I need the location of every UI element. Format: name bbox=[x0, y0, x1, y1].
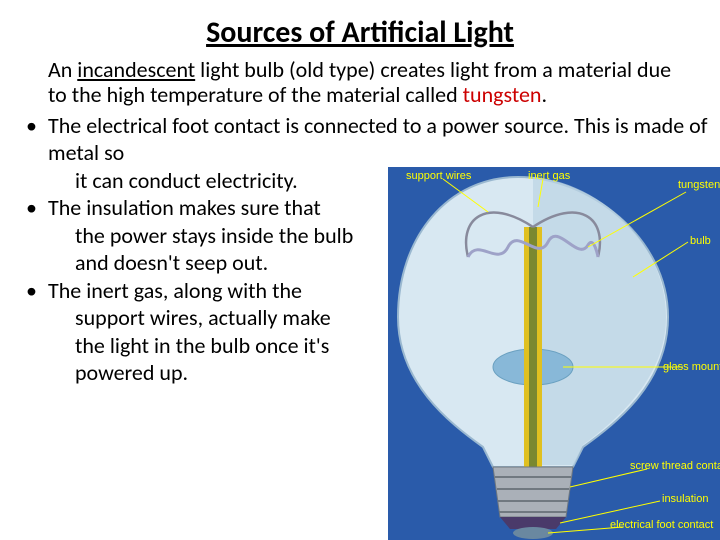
intro-end: . bbox=[542, 81, 548, 108]
screw-base bbox=[493, 467, 573, 517]
label-screw: screw thread conta bbox=[630, 460, 720, 472]
bulb-cutaway bbox=[533, 177, 666, 465]
stem-core bbox=[529, 227, 537, 467]
foot-contact bbox=[513, 527, 553, 539]
label-insulation: insulation bbox=[662, 493, 708, 505]
page-title: Sources of Artificial Light bbox=[0, 0, 720, 57]
intro-underlined: incandescent bbox=[77, 56, 195, 83]
label-foot-contact: electrical foot contact bbox=[610, 519, 713, 531]
label-inert-gas: inert gas bbox=[528, 170, 570, 182]
intro-red-word: tungsten bbox=[463, 81, 542, 108]
bullet-text: The insulation makes sure that bbox=[48, 194, 321, 221]
bulb-diagram: support wires inert gas tungsten filamen… bbox=[388, 167, 720, 540]
bulb-illustration bbox=[388, 167, 720, 540]
bullet-text: The electrical foot contact is connected… bbox=[48, 112, 707, 167]
intro-paragraph: An incandescent light bulb (old type) cr… bbox=[0, 57, 720, 108]
label-bulb: bulb bbox=[690, 235, 711, 247]
label-support-wires: support wires bbox=[406, 170, 471, 182]
label-tungsten: tungsten filament bbox=[678, 179, 720, 191]
bullet-text: The inert gas, along with the bbox=[48, 277, 302, 304]
intro-pre: An bbox=[48, 56, 77, 83]
label-glass-mount: glass mount bbox=[663, 361, 720, 373]
